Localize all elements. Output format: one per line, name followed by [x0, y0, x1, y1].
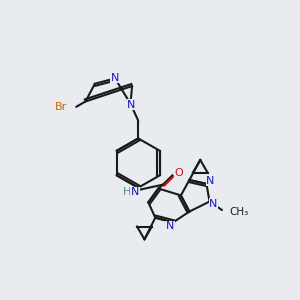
Text: N: N [166, 221, 174, 231]
Text: N: N [111, 73, 119, 82]
Text: Br: Br [55, 102, 67, 112]
Text: N: N [209, 199, 218, 209]
Text: N: N [127, 100, 136, 110]
Text: O: O [174, 168, 183, 178]
Text: H: H [123, 187, 132, 197]
Text: N: N [206, 176, 214, 186]
Text: CH₃: CH₃ [229, 207, 248, 217]
Text: N: N [131, 187, 139, 197]
